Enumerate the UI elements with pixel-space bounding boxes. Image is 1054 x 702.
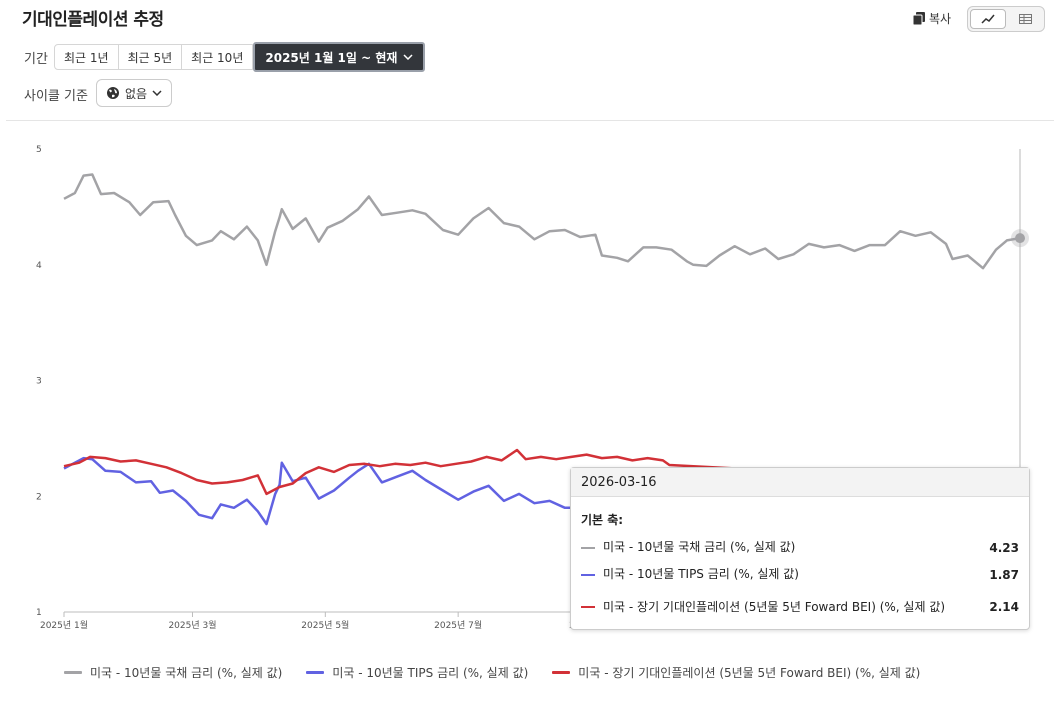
cycle-label: 사이클 기준	[24, 89, 88, 104]
y-tick-label: 2	[36, 492, 42, 502]
legend-label: 미국 - 10년물 TIPS 금리 (%, 실제 값)	[332, 666, 529, 680]
legend-swatch	[64, 671, 82, 674]
tooltip-series-name: 미국 - 10년물 TIPS 금리 (%, 실제 값)	[603, 567, 799, 581]
cycle-value: 없음	[125, 86, 148, 101]
period-custom-range-label: 2025년 1월 1일 ~ 현재	[265, 50, 398, 65]
tooltip-date: 2026-03-16	[571, 468, 1029, 497]
series-line-nominal	[63, 173, 1021, 270]
period-selector: 최근 1년 최근 5년 최근 10년 2025년 1월 1일 ~ 현재	[54, 42, 426, 72]
tooltip-series-name: 미국 - 10년물 국채 금리 (%, 실제 값)	[603, 540, 796, 554]
tooltip-series-value: 4.23	[989, 540, 1019, 555]
legend-label: 미국 - 10년물 국채 금리 (%, 실제 값)	[90, 666, 283, 680]
period-5y-button[interactable]: 최근 5년	[118, 44, 183, 70]
view-toggle	[967, 6, 1045, 32]
period-label: 기간	[24, 52, 48, 67]
chart-series	[63, 173, 1021, 526]
copy-icon	[913, 12, 925, 25]
period-1y-button[interactable]: 최근 1년	[54, 44, 119, 70]
table-icon	[1018, 14, 1032, 24]
marker-circle	[1015, 233, 1025, 244]
legend-swatch	[581, 573, 595, 576]
page-title: 기대인플레이션 추정	[22, 10, 164, 30]
line-chart-icon	[981, 14, 995, 24]
legend-swatch	[306, 671, 325, 674]
x-tick-label: 2025년 1월	[40, 619, 88, 631]
copy-button[interactable]: 복사	[913, 10, 951, 27]
tooltip-row-bei: 미국 - 장기 기대인플레이션 (5년물 5년 Foward BEI) (%, …	[571, 588, 1029, 626]
legend-swatch	[581, 546, 595, 549]
chevron-down-icon	[152, 90, 162, 96]
legend-label: 미국 - 장기 기대인플레이션 (5년물 5년 Foward BEI) (%, …	[578, 666, 921, 680]
period-10y-button[interactable]: 최근 10년	[182, 44, 254, 70]
line-chart-view-button[interactable]	[970, 9, 1006, 29]
y-tick-label: 5	[36, 145, 42, 155]
chart-legend: 미국 - 10년물 국채 금리 (%, 실제 값) 미국 - 10년물 TIPS…	[64, 664, 920, 681]
series-line-bei	[63, 448, 1021, 496]
period-custom-range-button[interactable]: 2025년 1월 1일 ~ 현재	[253, 42, 426, 72]
tooltip-axis-label: 기본 축:	[581, 513, 624, 527]
copy-label: 복사	[929, 12, 952, 26]
series-line-tips	[63, 456, 1021, 526]
x-tick-label: 2025년 5월	[301, 619, 349, 631]
divider	[6, 120, 1054, 121]
legend-item-bei[interactable]: 미국 - 장기 기대인플레이션 (5년물 5년 Foward BEI) (%, …	[552, 664, 920, 681]
y-tick-label: 4	[36, 261, 42, 271]
chevron-down-icon	[403, 54, 413, 60]
legend-swatch	[581, 606, 595, 608]
tooltip-series-value: 2.14	[989, 600, 1019, 614]
tooltip-row-nominal: 미국 - 10년물 국채 금리 (%, 실제 값) 4.23	[571, 534, 1029, 561]
y-axis: 1 2 3 4 5	[36, 145, 42, 618]
legend-item-nominal[interactable]: 미국 - 10년물 국채 금리 (%, 실제 값)	[64, 664, 282, 681]
tooltip-series-value: 1.87	[989, 567, 1019, 582]
globe-icon	[107, 87, 119, 99]
x-tick-label: 2025년 7월	[434, 619, 482, 631]
chart-tooltip: 2026-03-16 기본 축: 미국 - 10년물 국채 금리 (%, 실제 …	[570, 467, 1030, 630]
y-tick-label: 3	[36, 377, 42, 387]
y-tick-label: 1	[36, 608, 42, 618]
legend-swatch	[552, 671, 571, 674]
legend-item-tips[interactable]: 미국 - 10년물 TIPS 금리 (%, 실제 값)	[306, 664, 528, 681]
x-tick-label: 2025년 3월	[168, 619, 216, 631]
cycle-select[interactable]: 없음	[96, 79, 173, 107]
table-view-button[interactable]	[1008, 9, 1042, 29]
tooltip-series-name: 미국 - 장기 기대인플레이션 (5년물 5년 Foward BEI) (%, …	[603, 599, 946, 614]
tooltip-row-tips: 미국 - 10년물 TIPS 금리 (%, 실제 값) 1.87	[571, 561, 1029, 588]
